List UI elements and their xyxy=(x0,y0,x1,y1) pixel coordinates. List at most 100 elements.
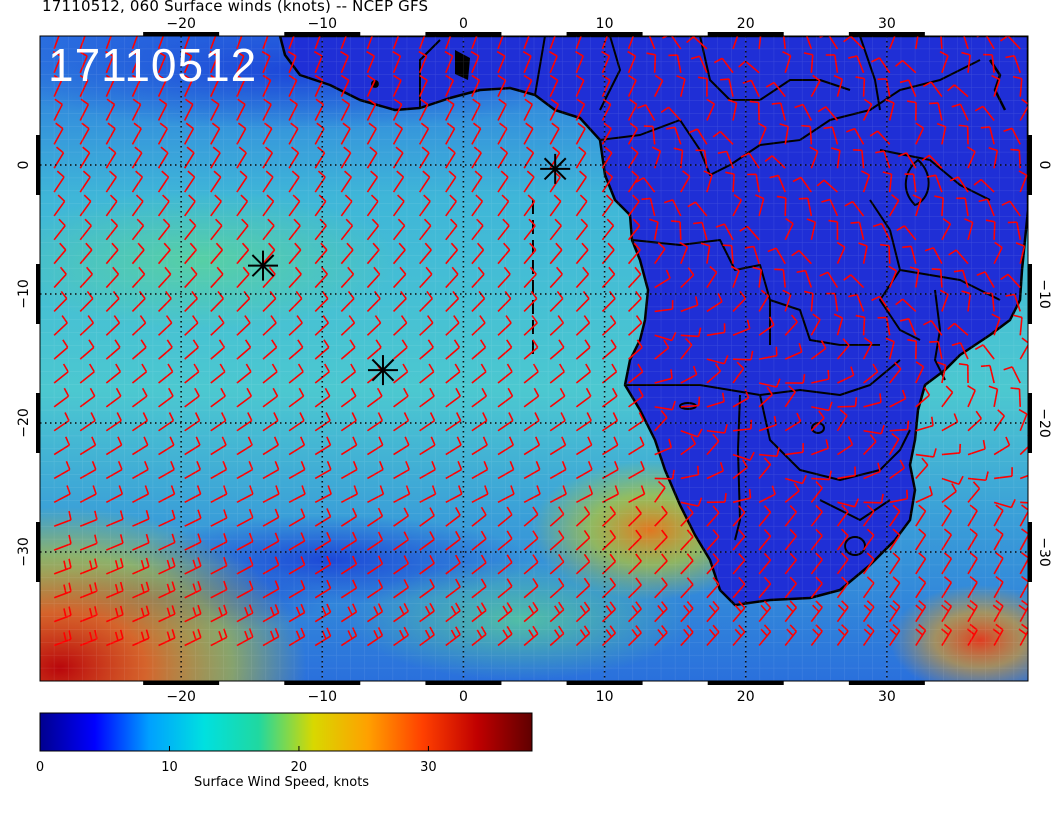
wind-barb xyxy=(941,413,959,432)
wind-barb xyxy=(796,269,813,288)
wind-barb xyxy=(863,363,879,384)
wind-barb xyxy=(744,245,760,264)
asterisk-marker xyxy=(248,250,279,281)
wind-barb xyxy=(732,350,754,361)
wind-barb xyxy=(575,601,591,623)
wind-barb xyxy=(844,200,865,217)
wind-barb xyxy=(758,289,770,312)
wind-barb xyxy=(784,342,803,360)
wind-barb xyxy=(706,424,728,434)
wind-barb xyxy=(680,505,694,527)
wind-barb xyxy=(53,630,72,647)
wind-barb xyxy=(366,50,376,74)
wind-barb xyxy=(131,170,144,193)
wind-barb xyxy=(79,194,92,217)
wind-barb xyxy=(367,460,384,480)
wind-barb xyxy=(157,218,171,241)
wind-barb xyxy=(934,195,944,217)
wind-barb xyxy=(106,629,124,647)
lon-tick-bar xyxy=(284,32,361,36)
wind-barb xyxy=(340,315,356,336)
wind-barb xyxy=(366,218,380,241)
wind-barb xyxy=(471,530,487,551)
wind-barb xyxy=(314,266,328,289)
wind-barb xyxy=(288,98,298,121)
wind-barb xyxy=(53,582,72,599)
wind-barb xyxy=(106,581,124,599)
wind-barb xyxy=(131,339,147,360)
wind-barb xyxy=(850,221,865,241)
wind-barb xyxy=(132,460,149,480)
wind-barb xyxy=(105,412,122,432)
wind-barb xyxy=(575,460,593,480)
wind-barb xyxy=(680,465,700,480)
wind-barb xyxy=(693,221,708,241)
wind-barb xyxy=(889,528,901,551)
wind-barb xyxy=(210,485,228,504)
wind-barb xyxy=(784,624,798,647)
wind-barb xyxy=(862,528,875,551)
colorbar-tick-label: 0 xyxy=(35,760,45,775)
wind-barb xyxy=(158,363,174,384)
wind-barb xyxy=(921,154,943,169)
wind-barb xyxy=(654,505,668,527)
wind-barb xyxy=(79,460,97,480)
wind-barb xyxy=(627,170,640,193)
wind-barb xyxy=(843,274,865,289)
wind-barb xyxy=(158,509,176,527)
wind-barb xyxy=(861,170,871,193)
wind-barb xyxy=(340,339,356,360)
wind-barb xyxy=(236,194,249,217)
wind-barb xyxy=(523,412,540,432)
wind-barb xyxy=(863,424,885,435)
wind-barb xyxy=(471,218,484,241)
wind-barb xyxy=(863,493,884,504)
wind-barb xyxy=(1018,408,1028,432)
wind-barb xyxy=(758,346,778,360)
wind-barb xyxy=(288,508,306,527)
wind-barb xyxy=(732,505,746,527)
lat-tick-label: −30 xyxy=(16,537,32,567)
wind-barb xyxy=(183,74,193,97)
wind-barb xyxy=(601,50,611,74)
wind-barb xyxy=(367,485,385,504)
wind-barb xyxy=(523,242,537,265)
wind-barb xyxy=(725,171,735,193)
wind-barb xyxy=(262,556,280,575)
wind-barb xyxy=(132,605,150,623)
wind-barb xyxy=(915,36,919,50)
lat-tick-label: 0 xyxy=(16,161,32,170)
wind-barb xyxy=(445,98,455,121)
wind-barb xyxy=(811,401,833,412)
wind-barb xyxy=(471,36,478,50)
wind-barb xyxy=(184,387,200,408)
wind-barb xyxy=(654,553,668,575)
wind-barb xyxy=(418,36,426,50)
wind-barb xyxy=(470,50,480,74)
asterisk-marker xyxy=(367,355,398,386)
wind-barb xyxy=(210,266,224,289)
wind-barb xyxy=(862,576,875,599)
wind-barb xyxy=(288,339,304,360)
wind-barb xyxy=(340,170,352,193)
wind-barb xyxy=(953,269,969,288)
wind-barb xyxy=(627,98,638,121)
wind-barb xyxy=(680,600,694,623)
wind-barb xyxy=(663,199,682,217)
wind-barb xyxy=(158,629,176,647)
wind-barb xyxy=(966,146,976,169)
wind-barb xyxy=(209,50,219,74)
wind-barb xyxy=(262,339,278,360)
wind-barb xyxy=(262,580,280,599)
lat-tick-label: −30 xyxy=(1036,537,1052,567)
wind-barb xyxy=(288,387,305,408)
wind-barb xyxy=(497,290,512,312)
wind-barb xyxy=(393,579,410,599)
wind-barb xyxy=(680,327,702,338)
wind-barb xyxy=(53,218,66,241)
wind-barb xyxy=(628,436,645,456)
wind-barb xyxy=(811,470,832,481)
wind-barb xyxy=(471,98,481,121)
wind-barb xyxy=(523,98,533,121)
wind-barb xyxy=(836,504,849,527)
